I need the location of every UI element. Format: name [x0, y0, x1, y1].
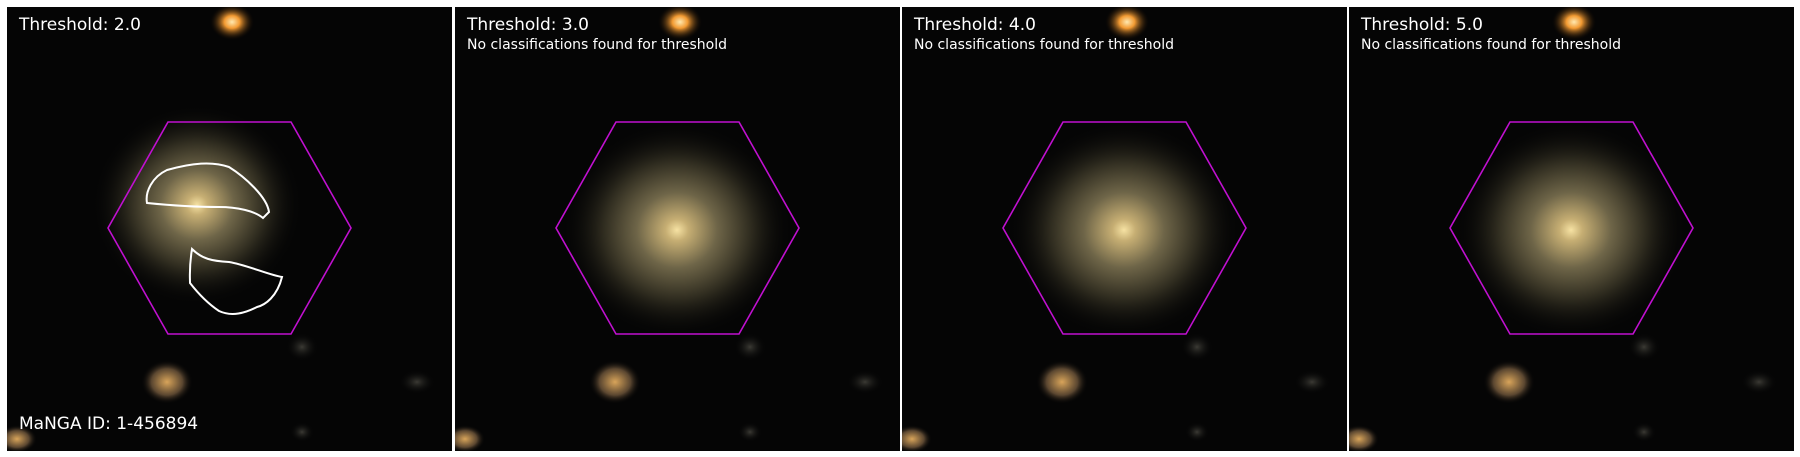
panel-title: Threshold: 2.0	[19, 15, 141, 35]
galaxy-image	[902, 7, 1347, 451]
panel-threshold-5: Threshold: 5.0 No classifications found …	[1349, 7, 1794, 451]
panel-title: Threshold: 3.0	[467, 15, 589, 35]
contour-lower	[188, 246, 284, 315]
panel-title: Threshold: 5.0	[1361, 15, 1483, 35]
contour-upper	[145, 162, 271, 220]
hexagon-outline	[1449, 121, 1694, 335]
no-classifications-message: No classifications found for threshold	[914, 37, 1174, 53]
panel-threshold-2: Threshold: 2.0 MaNGA ID: 1-456894	[7, 7, 452, 451]
panel-title: Threshold: 4.0	[914, 15, 1036, 35]
hexagon-outline	[107, 121, 352, 335]
galaxy-image	[455, 7, 900, 451]
no-classifications-message: No classifications found for threshold	[1361, 37, 1621, 53]
hexagon-outline	[555, 121, 800, 335]
galaxy-image	[7, 7, 452, 451]
panel-threshold-3: Threshold: 3.0 No classifications found …	[455, 7, 900, 451]
galaxy-image	[1349, 7, 1794, 451]
panel-threshold-4: Threshold: 4.0 No classifications found …	[902, 7, 1347, 451]
hexagon-outline	[1002, 121, 1247, 335]
manga-id-label: MaNGA ID: 1-456894	[19, 414, 199, 434]
no-classifications-message: No classifications found for threshold	[467, 37, 727, 53]
